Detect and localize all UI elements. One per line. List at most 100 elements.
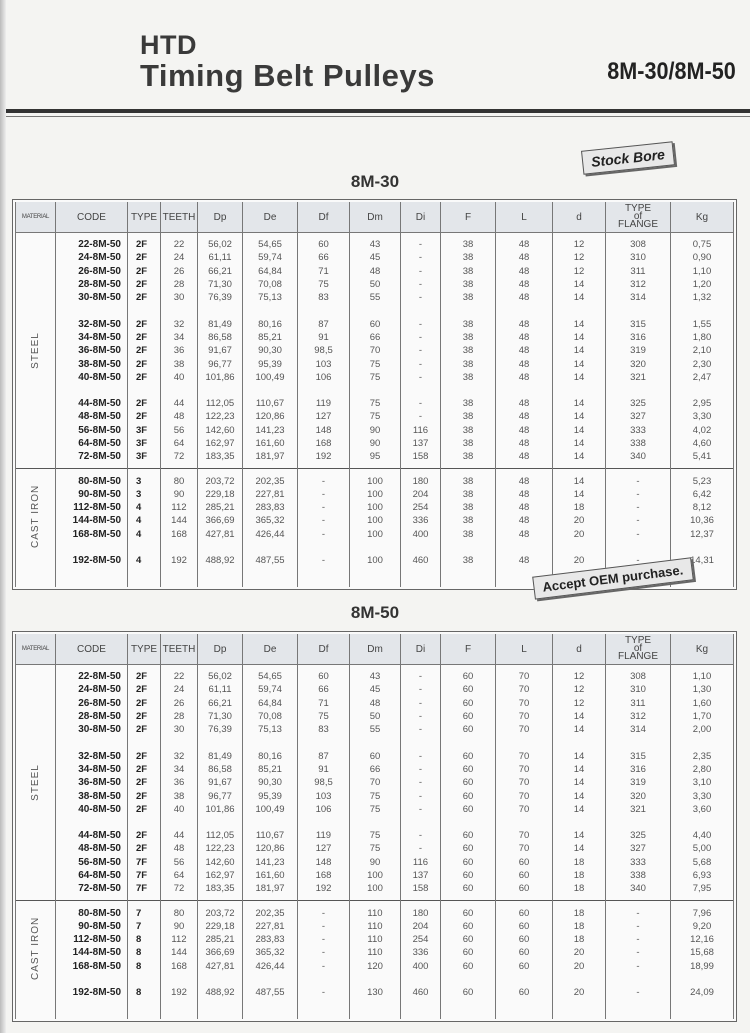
df-cell: 75 — [297, 277, 350, 292]
table-row: 192-8M-50 8 192 488,92 487,55-130 460 60 60 20-2… — [16, 985, 734, 1000]
dm-cell: 48 — [349, 264, 401, 278]
type-of-flange-cell: 325 — [605, 396, 671, 411]
di-cell: 254 — [400, 501, 441, 515]
type-of-flange-cell: 311 — [605, 264, 671, 278]
kg-cell: 1,80 — [670, 330, 734, 345]
type-cell: 3F — [127, 423, 161, 437]
di-cell: 116 — [400, 855, 441, 869]
df-cell: 127 — [297, 842, 350, 856]
l-cell: 70 — [495, 723, 553, 737]
dp-cell: 71,30 — [197, 709, 243, 724]
teeth-cell: 80 — [160, 906, 198, 920]
l-cell: 48 — [495, 501, 553, 515]
f-cell: 38 — [440, 291, 496, 305]
stock-bore-stamp: Stock Bore — [580, 141, 675, 175]
dp-cell: 203,72 — [197, 474, 243, 488]
d-cell: 18 — [552, 868, 606, 883]
f-cell: 38 — [440, 423, 496, 437]
type-of-flange-cell: 320 — [605, 357, 671, 371]
kg-cell: 1,30 — [670, 683, 734, 697]
code-cell: 144-8M-50 — [55, 514, 128, 528]
l-cell: 48 — [495, 527, 553, 541]
teeth-cell: 44 — [160, 396, 198, 411]
l-cell: 70 — [495, 828, 553, 843]
code-cell: 32-8M-50 — [55, 317, 128, 331]
d-cell: 12 — [552, 670, 606, 684]
kg-cell: 1,55 — [670, 317, 734, 331]
type-cell: 4 — [127, 514, 161, 528]
di-cell: 254 — [400, 933, 441, 947]
kg-cell: 5,00 — [670, 842, 734, 856]
f-cell: 38 — [440, 238, 496, 252]
type-of-flange-cell: 327 — [605, 410, 671, 424]
di-cell: - — [400, 749, 441, 763]
column-header: TYPE of FLANGE — [605, 202, 671, 233]
l-cell: 48 — [495, 291, 553, 305]
d-cell: 14 — [552, 776, 606, 790]
de-cell: 59,74 — [242, 251, 298, 265]
di-cell: 460 — [400, 985, 441, 1000]
code-cell: 112-8M-50 — [55, 501, 128, 515]
d-cell: 14 — [552, 436, 606, 451]
teeth-cell: 30 — [160, 291, 198, 305]
table-row: 112-8M-50 4 112 285,21 283,83-100 254 38 48 18-8… — [16, 501, 734, 515]
df-cell: - — [297, 906, 350, 920]
table-row: 168-8M-50 8 168 427,81 426,44-120 400 60 60 20-1… — [16, 959, 734, 973]
l-cell: 60 — [495, 906, 553, 920]
dm-cell: 70 — [349, 776, 401, 790]
code-cell: 38-8M-50 — [55, 789, 128, 803]
type-cell: 2F — [127, 317, 161, 331]
df-cell: 119 — [297, 828, 350, 843]
code-cell: 22-8M-50 — [55, 238, 128, 252]
d-cell: 14 — [552, 291, 606, 305]
code-cell: 32-8M-50 — [55, 749, 128, 763]
dm-cell: 110 — [349, 946, 401, 960]
de-cell: 283,83 — [242, 933, 298, 947]
dm-cell: 110 — [349, 919, 401, 934]
de-cell: 365,32 — [242, 514, 298, 528]
de-cell: 120,86 — [242, 842, 298, 856]
code-cell: 28-8M-50 — [55, 277, 128, 292]
df-cell: 119 — [297, 396, 350, 411]
type-cell: 7F — [127, 855, 161, 869]
de-cell: 227,81 — [242, 919, 298, 934]
table-row: 40-8M-50 2F 40 101,86 100,49 106 75-60 70 14 321 3… — [16, 802, 734, 816]
d-cell: 14 — [552, 749, 606, 763]
df-cell: 148 — [297, 423, 350, 437]
di-cell: - — [400, 238, 441, 252]
dp-cell: 122,23 — [197, 410, 243, 424]
di-cell: - — [400, 396, 441, 411]
l-cell: 60 — [495, 946, 553, 960]
di-cell: - — [400, 264, 441, 278]
d-cell: 18 — [552, 933, 606, 947]
di-cell: 460 — [400, 553, 441, 568]
d-cell: 20 — [552, 527, 606, 541]
de-cell: 85,21 — [242, 762, 298, 777]
type-cell: 2F — [127, 251, 161, 265]
code-cell: 64-8M-50 — [55, 868, 128, 883]
di-cell: - — [400, 330, 441, 345]
di-cell: 336 — [400, 946, 441, 960]
dp-cell: 86,58 — [197, 762, 243, 777]
di-cell: - — [400, 842, 441, 856]
type-cell: 7 — [127, 906, 161, 920]
de-cell: 227,81 — [242, 487, 298, 502]
f-cell: 38 — [440, 344, 496, 358]
de-cell: 141,23 — [242, 423, 298, 437]
column-header: Df — [297, 634, 350, 665]
f-cell: 60 — [440, 762, 496, 777]
table-row: 90-8M-50 3 90 229,18 227,81-100 204 38 48 14-6,4… — [16, 487, 734, 502]
l-cell: 70 — [495, 802, 553, 816]
df-cell: 103 — [297, 357, 350, 371]
d-cell: 14 — [552, 802, 606, 816]
type-of-flange-cell: 314 — [605, 291, 671, 305]
code-cell: 36-8M-50 — [55, 776, 128, 790]
type-of-flange-cell: 338 — [605, 868, 671, 883]
code-cell: 72-8M-50 — [55, 882, 128, 896]
table-row: 72-8M-50 7F 72 183,35 181,97 192 100 158 60 60 18 3… — [16, 882, 734, 896]
dp-cell: 488,92 — [197, 553, 243, 568]
type-of-flange-cell: 325 — [605, 828, 671, 843]
material-label: STEEL — [30, 332, 41, 370]
kg-cell: 15,68 — [670, 946, 734, 960]
